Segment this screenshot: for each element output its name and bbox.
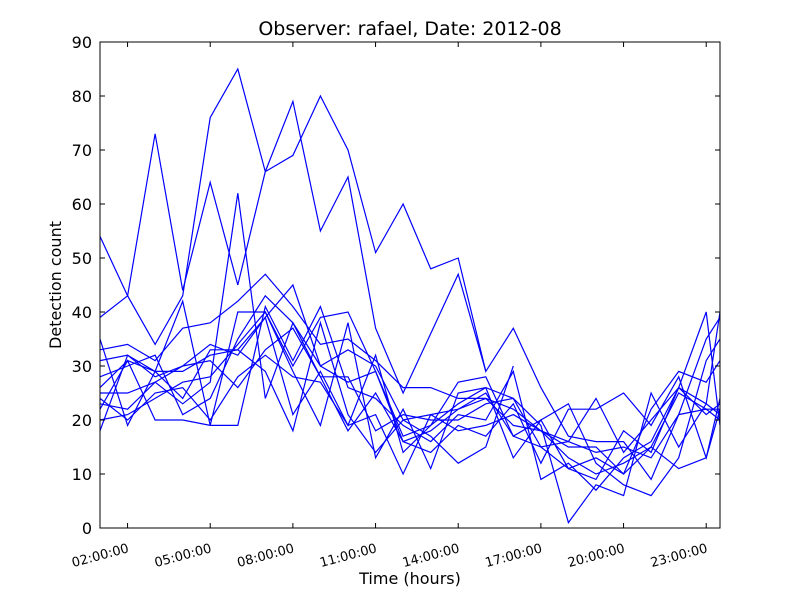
series-line-night-12: [99, 354, 721, 476]
plot-frame: [99, 41, 721, 529]
x-axis-label: Time (hours): [358, 569, 461, 588]
y-tick-label-60: 60: [72, 195, 92, 214]
y-tick-label-20: 20: [72, 411, 92, 430]
series-line-night-06: [99, 304, 721, 492]
series-line-night-11: [99, 320, 514, 464]
y-tick-label-40: 40: [72, 303, 92, 322]
series-line-night-13: [99, 327, 721, 465]
series-line-night-02: [99, 99, 487, 395]
y-tick-label-50: 50: [72, 249, 92, 268]
chart-title: Observer: rafael, Date: 2012-08: [258, 18, 561, 40]
y-tick-label-90: 90: [72, 33, 92, 52]
y-tick-label-30: 30: [72, 357, 92, 376]
series-line-night-10: [99, 310, 721, 475]
y-tick-label-0: 0: [82, 519, 92, 538]
y-tick-label-80: 80: [72, 87, 92, 106]
series-line-night-05: [100, 193, 721, 454]
y-axis-label: Detection count: [46, 221, 65, 349]
series-line-night-09: [99, 294, 721, 497]
series-group: [99, 67, 721, 524]
series-line-night-03: [99, 273, 721, 476]
y-tick-label-70: 70: [72, 141, 92, 160]
y-axis: 0 10 20 30 40 50 60 70 80 90: [72, 33, 720, 538]
y-tick-label-10: 10: [72, 465, 92, 484]
